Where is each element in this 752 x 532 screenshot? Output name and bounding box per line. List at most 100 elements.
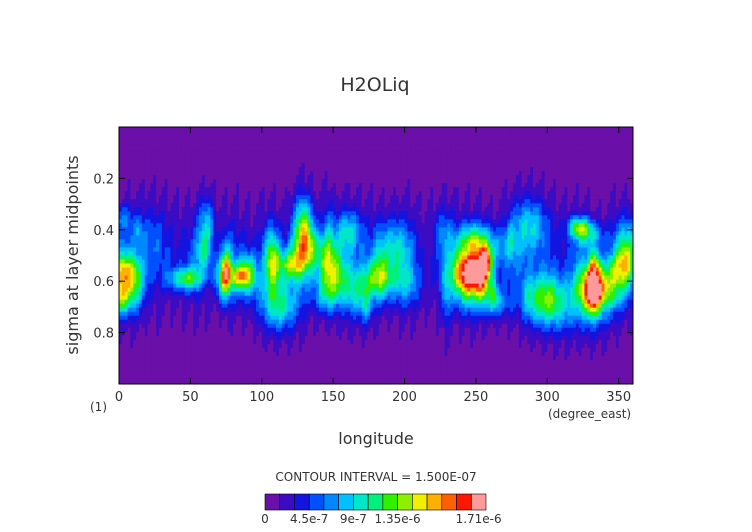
contour-cell — [544, 227, 548, 232]
contour-cell — [544, 187, 548, 192]
contour-cell — [241, 143, 246, 148]
contour-cell — [561, 127, 565, 132]
contour-cell — [421, 147, 425, 152]
contour-cell — [598, 227, 602, 232]
contour-cell — [198, 231, 203, 236]
contour-cell — [527, 215, 531, 220]
contour-cell — [621, 147, 625, 152]
contour-cell — [341, 191, 345, 196]
contour-cell — [578, 135, 582, 140]
contour-cell — [296, 139, 300, 144]
contour-cell — [387, 163, 391, 168]
contour-cell — [158, 171, 163, 176]
contour-cell — [404, 163, 408, 168]
contour-cell — [521, 139, 525, 144]
contour-cell — [358, 179, 363, 184]
contour-cell — [278, 135, 283, 140]
contour-cell — [236, 227, 240, 232]
contour-cell — [510, 231, 514, 236]
contour-cell — [441, 191, 445, 196]
contour-cell — [293, 135, 297, 140]
contour-cell — [390, 171, 394, 176]
contour-cell — [413, 139, 417, 144]
contour-cell — [270, 155, 274, 160]
contour-cell — [198, 139, 203, 144]
contour-cell — [413, 151, 417, 156]
contour-cell — [575, 203, 580, 208]
contour-cell — [553, 211, 557, 216]
contour-cell — [604, 187, 608, 192]
contour-cell — [421, 159, 425, 164]
contour-cell — [558, 211, 563, 216]
contour-cell — [324, 155, 328, 160]
contour-cell — [498, 199, 503, 204]
contour-cell — [450, 175, 454, 180]
contour-cell — [193, 127, 197, 132]
contour-cell — [307, 163, 311, 168]
contour-cell — [347, 187, 351, 192]
contour-cell — [316, 215, 320, 220]
contour-cell — [433, 231, 437, 236]
contour-cell — [624, 139, 628, 144]
contour-cell — [421, 223, 425, 228]
contour-cell — [218, 147, 223, 152]
contour-cell — [370, 147, 374, 152]
contour-cell — [553, 227, 557, 232]
contour-cell — [424, 167, 428, 172]
contour-cell — [393, 147, 397, 152]
contour-cell — [207, 175, 211, 180]
contour-cell — [573, 187, 577, 192]
contour-cell — [130, 155, 134, 160]
contour-cell — [198, 211, 203, 216]
contour-cell — [581, 191, 585, 196]
contour-cell — [407, 171, 411, 176]
contour-cell — [138, 199, 143, 204]
contour-cell — [164, 227, 168, 232]
contour-cell — [441, 175, 445, 180]
contour-cell — [570, 231, 574, 236]
contour-cell — [567, 231, 571, 236]
contour-cell — [527, 179, 531, 184]
contour-cell — [218, 207, 223, 212]
contour-cell — [473, 151, 477, 156]
contour-cell — [598, 203, 602, 208]
contour-cell — [261, 179, 266, 184]
contour-cell — [404, 231, 408, 236]
contour-cell — [427, 131, 431, 136]
contour-cell — [236, 235, 240, 240]
contour-cell — [498, 147, 503, 152]
contour-cell — [221, 203, 226, 208]
contour-cell — [524, 183, 528, 188]
contour-cell — [164, 167, 168, 172]
contour-cell — [304, 223, 308, 228]
contour-cell — [470, 163, 474, 168]
contour-cell — [544, 135, 548, 140]
contour-cell — [404, 131, 408, 136]
contour-cell — [450, 147, 454, 152]
contour-cell — [467, 179, 471, 184]
contour-cell — [455, 211, 460, 216]
contour-cell — [221, 195, 226, 200]
contour-cell — [487, 135, 491, 140]
contour-cell — [241, 231, 246, 236]
contour-cell — [421, 155, 425, 160]
contour-cell — [190, 163, 194, 168]
contour-cell — [430, 195, 434, 200]
contour-cell — [621, 215, 625, 220]
contour-cell — [361, 151, 365, 156]
contour-cell — [136, 179, 140, 184]
contour-cell — [410, 131, 414, 136]
contour-cell — [119, 183, 123, 188]
contour-cell — [164, 199, 168, 204]
contour-cell — [267, 215, 271, 220]
contour-cell — [278, 183, 283, 188]
contour-cell — [198, 223, 203, 228]
contour-cell — [156, 139, 160, 144]
contour-cell — [384, 135, 388, 140]
contour-cell — [484, 171, 488, 176]
contour-cell — [156, 183, 160, 188]
contour-cell — [156, 163, 160, 168]
contour-cell — [501, 231, 505, 236]
contour-cell — [290, 135, 294, 140]
contour-cell — [344, 203, 348, 208]
